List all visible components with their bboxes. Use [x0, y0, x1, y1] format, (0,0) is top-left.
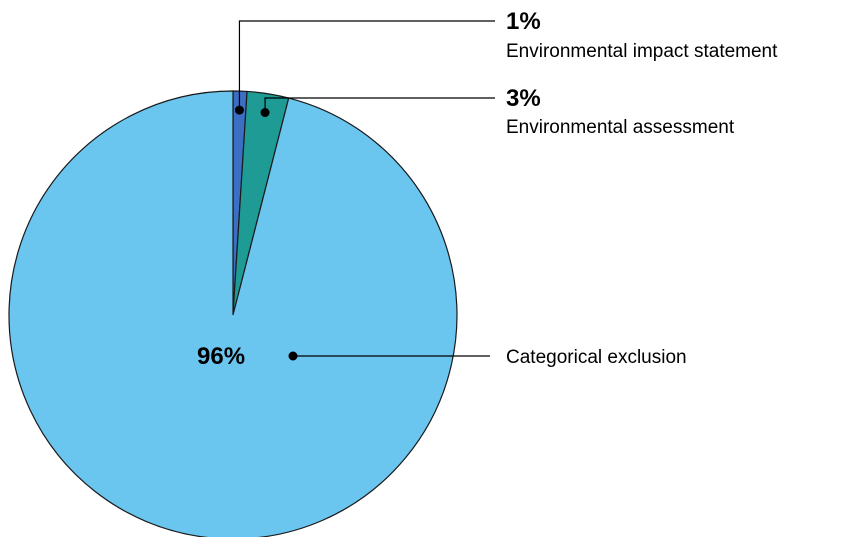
leader-dot-eis [234, 105, 244, 115]
slice-value-label-ea: 3% [506, 85, 541, 112]
leader-line-ea [264, 97, 495, 113]
slice-name-label-ea: Environmental assessment [506, 117, 735, 138]
slice-value-label-ce: 96% [197, 343, 245, 370]
slice-name-label-eis: Environmental impact statement [506, 41, 778, 62]
leader-dot-ce [288, 351, 298, 361]
slice-value-label-eis: 1% [506, 8, 541, 35]
slice-name-label-ce: Categorical exclusion [506, 347, 687, 368]
leader-dot-ea [260, 108, 270, 118]
leader-line-eis [238, 20, 495, 111]
leader-lines [234, 20, 495, 361]
slice-ce [8, 90, 458, 537]
pie-slices [8, 90, 458, 537]
